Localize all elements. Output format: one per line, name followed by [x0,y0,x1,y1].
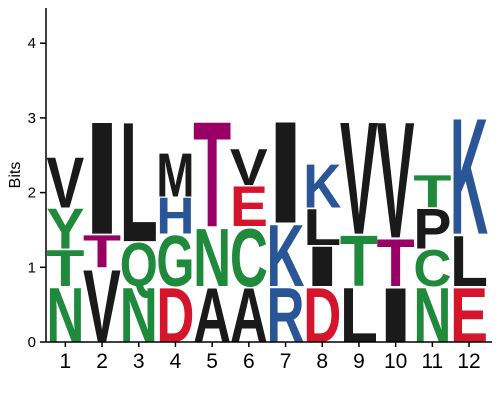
x-ticks: 1 2 3 4 5 6 7 8 9 10 11 12 [60,342,481,373]
y-tick-label: 4 [28,35,36,52]
x-tick-label: 7 [280,350,292,373]
logo-letter: V [230,138,268,196]
logo-letter: L [303,199,341,257]
x-tick-label: 3 [133,350,145,373]
logo-letter: V [377,89,415,274]
x-tick-label: 10 [384,350,407,373]
logo-letter: L [120,87,158,278]
logo-letter: I [303,235,341,299]
logo-letter: V [340,88,378,268]
x-tick-label: 4 [170,350,182,373]
logo-letter: L [450,222,488,303]
y-ticks: 0 1 2 3 4 [28,35,46,351]
logo-letter: K [303,152,341,221]
logo-letter: T [46,240,84,298]
x-tick-label: 9 [353,350,365,373]
logo-letter: T [83,225,121,278]
logo-letter: Q [120,229,158,299]
logo-letter: M [156,140,194,210]
logo-letter: P [413,198,451,262]
logo-letter: T [340,222,378,303]
logo-letter: K [450,85,488,270]
y-axis-label: Bits [7,162,24,189]
logo-letter: N [193,211,231,304]
logo-letter: T [413,165,451,218]
logo-letter: E [230,175,268,239]
logo-letter: I [267,91,305,254]
x-tick-label: 8 [316,350,328,373]
logo-letter: V [46,142,84,223]
y-tick-label: 1 [28,259,36,276]
logo-letter: Y [46,198,84,262]
x-tick-label: 2 [96,350,108,373]
logo-letter: C [413,240,451,298]
logo-letter: H [156,188,194,246]
logo-letter: G [156,221,194,302]
logo-letter: C [230,211,268,304]
x-tick-label: 1 [60,350,72,373]
y-tick-label: 0 [28,334,36,351]
y-tick-label: 2 [28,185,36,202]
logo-letter: K [267,207,305,305]
x-tick-label: 5 [206,350,218,373]
y-tick-label: 3 [28,110,36,127]
logo-letter: I [83,88,121,268]
logo-letter: T [193,92,231,259]
letters-layer: NTYVVTINQLDGHMANTACEVRKIDILKLTVITVNCPTEL… [46,85,488,364]
x-tick-label: 11 [421,350,443,373]
x-tick-label: 6 [243,350,255,373]
x-tick-label: 12 [457,350,480,373]
logo-letter: T [377,225,415,301]
